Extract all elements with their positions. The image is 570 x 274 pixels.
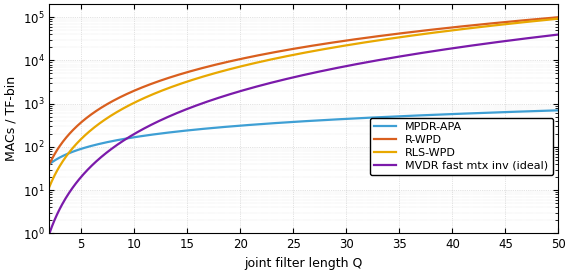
RLS-WPD [429,31,436,35]
MPDR-APA [46,162,53,166]
MVDR fast mtx inv (ideal) [177,110,184,113]
MVDR fast mtx inv (ideal) [429,50,436,53]
MPDR-APA [346,117,353,120]
RLS-WPD [177,82,184,85]
MPDR-APA [386,115,393,118]
MPDR-APA [177,130,184,133]
R-WPD [346,38,353,42]
Line: R-WPD: R-WPD [50,17,559,164]
R-WPD [46,162,53,166]
RLS-WPD [555,17,562,20]
Line: MVDR fast mtx inv (ideal): MVDR fast mtx inv (ideal) [50,35,559,233]
R-WPD [136,87,143,90]
MVDR fast mtx inv (ideal) [555,33,562,36]
RLS-WPD [46,185,53,189]
X-axis label: joint filter length Q: joint filter length Q [245,257,363,270]
MVDR fast mtx inv (ideal) [276,79,283,82]
MVDR fast mtx inv (ideal) [386,57,393,60]
R-WPD [276,50,283,53]
MPDR-APA [429,113,436,116]
MVDR fast mtx inv (ideal) [346,64,353,67]
MVDR fast mtx inv (ideal) [46,232,53,235]
R-WPD [386,33,393,36]
Legend: MPDR-APA, R-WPD, RLS-WPD, MVDR fast mtx inv (ideal): MPDR-APA, R-WPD, RLS-WPD, MVDR fast mtx … [370,118,553,175]
MVDR fast mtx inv (ideal) [136,129,143,133]
Line: MPDR-APA: MPDR-APA [50,110,559,164]
MPDR-APA [136,135,143,138]
R-WPD [177,73,184,76]
RLS-WPD [386,37,393,40]
R-WPD [429,28,436,31]
R-WPD [555,16,562,19]
RLS-WPD [276,56,283,59]
Y-axis label: MACs / TF-bin: MACs / TF-bin [4,76,17,161]
MPDR-APA [276,121,283,124]
MPDR-APA [555,109,562,112]
RLS-WPD [136,99,143,102]
Line: RLS-WPD: RLS-WPD [50,19,559,187]
RLS-WPD [346,43,353,47]
